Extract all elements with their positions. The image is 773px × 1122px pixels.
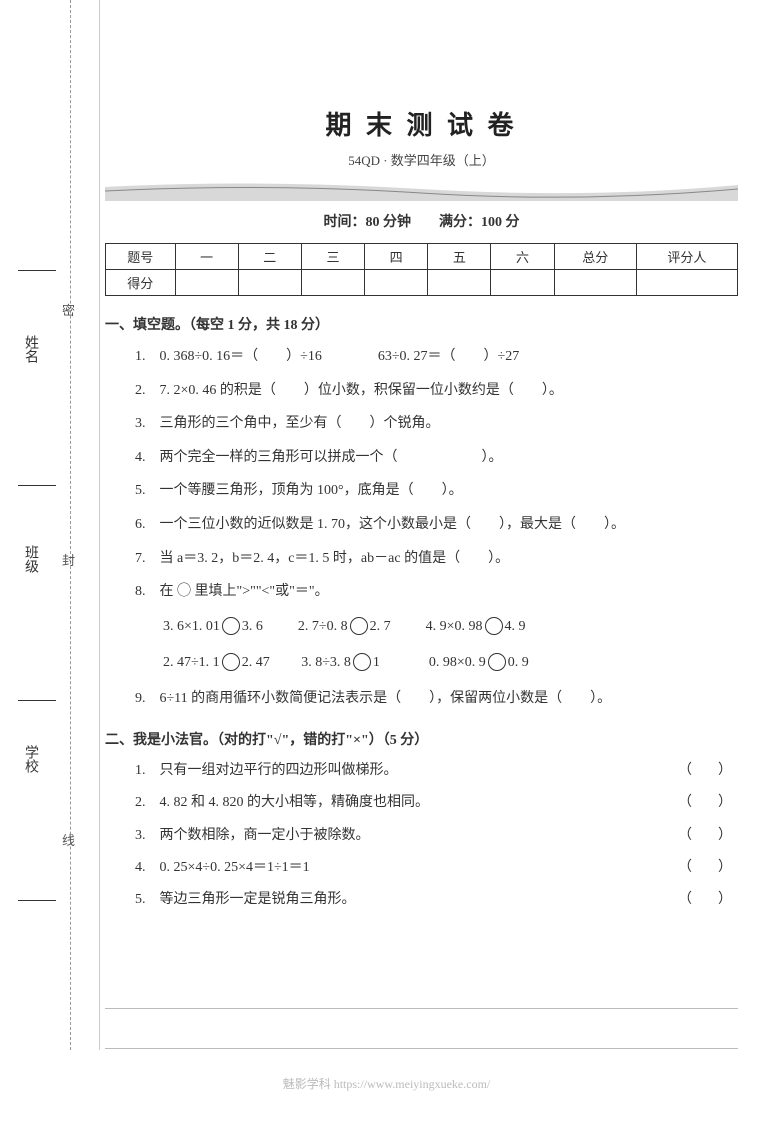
exam-subtitle: 54QD · 数学四年级（上） xyxy=(105,150,738,169)
score-table: 题号 一 二 三 四 五 六 总分 评分人 得分 xyxy=(105,243,738,296)
td-6 xyxy=(491,270,554,296)
td-1 xyxy=(175,270,238,296)
th-4: 四 xyxy=(365,244,428,270)
side-label-school: 学校 xyxy=(20,745,40,773)
compare-circle xyxy=(353,653,371,671)
th-grader: 评分人 xyxy=(636,244,737,270)
score-table-score-row: 得分 xyxy=(106,270,738,296)
s2-q3-text: 3. 两个数相除，商一定小于被除数。 xyxy=(135,828,370,843)
decorative-wave xyxy=(105,179,738,201)
binding-dash-line xyxy=(70,0,71,1050)
td-label: 得分 xyxy=(106,270,176,296)
compare-circle xyxy=(488,653,506,671)
q8l1-f: 4. 9 xyxy=(505,619,526,634)
s1-q8: 8. 在 ◯ 里填上">""<"或"＝"。 xyxy=(135,575,738,609)
q8l1-a: 3. 6×1. 01 xyxy=(163,619,220,634)
s1-q8-line2: 2. 47÷1. 1 2. 47 3. 8÷3. 8 1 0. 98×0. 9 0. … xyxy=(163,645,738,681)
section-2-title: 二、我是小法官。（对的打"√"，错的打"×"）（5 分） xyxy=(105,729,738,749)
s1-q2: 2. 7. 2×0. 46 的积是（ ）位小数，积保留一位小数约是（ ）。 xyxy=(135,374,738,408)
s2-q5-text: 5. 等边三角形一定是锐角三角形。 xyxy=(135,892,356,907)
side-underline-1 xyxy=(18,270,56,271)
s1-q3: 3. 三角形的三个角中，至少有（ ）个锐角。 xyxy=(135,407,738,441)
s2-q2-text: 2. 4. 82 和 4. 820 的大小相等，精确度也相同。 xyxy=(135,795,429,810)
s1-q7: 7. 当 a＝3. 2，b＝2. 4，c＝1. 5 时，ab－ac 的值是（ ）… xyxy=(135,542,738,576)
side-char-xian: 线 xyxy=(62,830,75,849)
s2-q2: 2. 4. 82 和 4. 820 的大小相等，精确度也相同。 （ ） xyxy=(135,787,738,819)
side-label-name: 姓名 xyxy=(20,335,40,363)
s2-q3: 3. 两个数相除，商一定小于被除数。 （ ） xyxy=(135,820,738,852)
td-5 xyxy=(428,270,491,296)
q8l2-c: 3. 8÷3. 8 xyxy=(301,655,351,670)
s2-q1-text: 1. 只有一组对边平行的四边形叫做梯形。 xyxy=(135,763,398,778)
th-total: 总分 xyxy=(554,244,636,270)
q8l2-b: 2. 47 xyxy=(242,655,270,670)
s2-q4: 4. 0. 25×4÷0. 25×4＝1÷1＝1 （ ） xyxy=(135,852,738,884)
td-4 xyxy=(365,270,428,296)
s1-q4: 4. 两个完全一样的三角形可以拼成一个（ ）。 xyxy=(135,441,738,475)
side-underline-3 xyxy=(18,700,56,701)
score-table-header-row: 题号 一 二 三 四 五 六 总分 评分人 xyxy=(106,244,738,270)
q8l1-c: 2. 7÷0. 8 xyxy=(298,619,348,634)
side-char-mi: 密 xyxy=(62,300,75,319)
th-3: 三 xyxy=(301,244,364,270)
s2-q4-text: 4. 0. 25×4÷0. 25×4＝1÷1＝1 xyxy=(135,860,310,875)
q8l2-e: 0. 98×0. 9 xyxy=(429,655,486,670)
s1-q8-line1: 3. 6×1. 01 3. 6 2. 7÷0. 8 2. 7 4. 9×0. 98 4… xyxy=(163,609,738,645)
side-underline-4 xyxy=(18,900,56,901)
s1-q1: 1. 0. 368÷0. 16＝（ ）÷16 63÷0. 27＝（ ）÷27 xyxy=(135,340,738,374)
side-label-class: 班级 xyxy=(20,545,40,573)
binding-margin: 姓名 密 班级 封 学校 线 xyxy=(0,0,100,1050)
th-5: 五 xyxy=(428,244,491,270)
td-total xyxy=(554,270,636,296)
th-2: 二 xyxy=(238,244,301,270)
s2-q5: 5. 等边三角形一定是锐角三角形。 （ ） xyxy=(135,884,738,916)
exam-timing: 时间：80 分钟 满分：100 分 xyxy=(105,211,738,231)
compare-circle xyxy=(222,617,240,635)
th-label: 题号 xyxy=(106,244,176,270)
s2-q2-paren: （ ） xyxy=(678,787,738,819)
compare-circle xyxy=(350,617,368,635)
s2-q4-paren: （ ） xyxy=(678,852,738,884)
q8l2-a: 2. 47÷1. 1 xyxy=(163,655,220,670)
s2-q1: 1. 只有一组对边平行的四边形叫做梯形。 （ ） xyxy=(135,755,738,787)
s1-q5: 5. 一个等腰三角形，顶角为 100°，底角是（ ）。 xyxy=(135,474,738,508)
page-content: 期 末 测 试 卷 54QD · 数学四年级（上） 时间：80 分钟 满分：10… xyxy=(105,0,738,916)
q8l1-b: 3. 6 xyxy=(242,619,263,634)
q8l1-d: 2. 7 xyxy=(370,619,391,634)
s2-q3-paren: （ ） xyxy=(678,820,738,852)
td-3 xyxy=(301,270,364,296)
s2-q5-paren: （ ） xyxy=(678,884,738,916)
s2-q1-paren: （ ） xyxy=(678,755,738,787)
compare-circle xyxy=(222,653,240,671)
td-grader xyxy=(636,270,737,296)
watermark-text: 魅影学科 https://www.meiyingxueke.com/ xyxy=(0,1075,773,1092)
q8l1-e: 4. 9×0. 98 xyxy=(426,619,483,634)
compare-circle xyxy=(485,617,503,635)
footer-rule-2 xyxy=(105,1048,738,1049)
side-underline-2 xyxy=(18,485,56,486)
footer-rule xyxy=(105,1008,738,1009)
s1-q6: 6. 一个三位小数的近似数是 1. 70，这个小数最小是（ ），最大是（ ）。 xyxy=(135,508,738,542)
q8l2-f: 0. 9 xyxy=(508,655,529,670)
exam-title: 期 末 测 试 卷 xyxy=(105,105,738,142)
s1-q9: 9. 6÷11 的商用循环小数简便记法表示是（ ），保留两位小数是（ ）。 xyxy=(135,682,738,716)
side-char-feng: 封 xyxy=(62,550,75,569)
section-1-title: 一、填空题。（每空 1 分，共 18 分） xyxy=(105,314,738,334)
q8l2-d: 1 xyxy=(373,655,380,670)
td-2 xyxy=(238,270,301,296)
th-6: 六 xyxy=(491,244,554,270)
th-1: 一 xyxy=(175,244,238,270)
